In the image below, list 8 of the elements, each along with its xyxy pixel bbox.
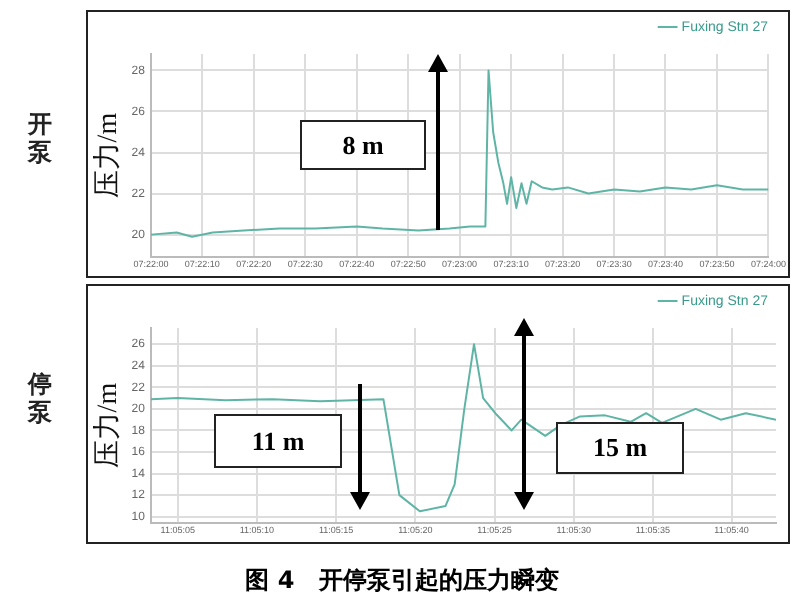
y-axis-title: 压力/m [92, 382, 125, 469]
text-box: 15 m [556, 422, 684, 474]
caption: 图 4 开停泵引起的压力瞬变 [243, 564, 561, 598]
text: 开泵 [28, 110, 52, 166]
y-axis-title: 压力/m [92, 112, 125, 199]
text-box: 8 m [300, 120, 426, 170]
text: 停泵 [28, 370, 52, 426]
text-box: 11 m [214, 414, 342, 468]
